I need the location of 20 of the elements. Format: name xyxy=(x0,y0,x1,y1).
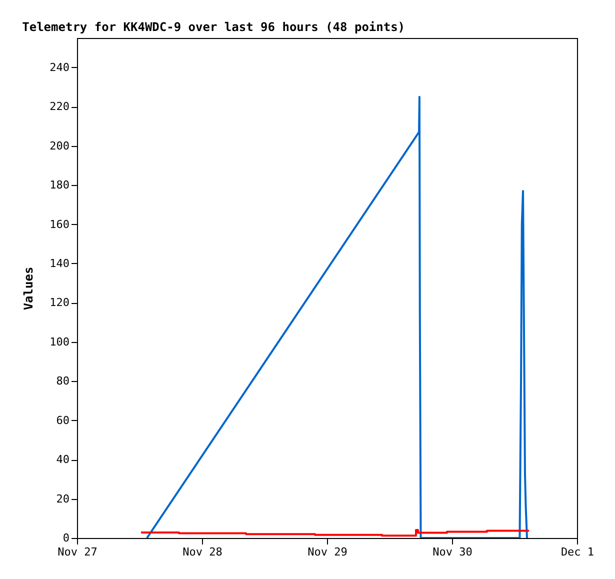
y-tick-label: 60 xyxy=(56,414,70,427)
x-tick-label: Nov 27 xyxy=(58,546,98,558)
y-tick-label: 0 xyxy=(62,532,70,544)
x-tick-label: Nov 29 xyxy=(308,546,348,558)
y-tick-label: 140 xyxy=(50,256,70,270)
y-tick-label: 160 xyxy=(50,218,70,231)
y-tick-label: 80 xyxy=(56,374,70,388)
x-tick-label: Nov 28 xyxy=(182,546,222,558)
y-tick-label: 100 xyxy=(50,335,70,348)
y-tick-label: 240 xyxy=(50,60,70,74)
y-tick-label: 200 xyxy=(50,139,70,152)
y-axis-title: Values xyxy=(22,266,36,310)
y-tick-label: 120 xyxy=(50,296,70,310)
x-tick-label: Dec 1 xyxy=(560,546,594,558)
y-tick-label: 20 xyxy=(56,492,70,506)
y-tick-label: 180 xyxy=(50,178,70,192)
y-tick-label: 220 xyxy=(50,100,70,114)
x-tick-label: Nov 30 xyxy=(432,546,472,558)
chart-title: Telemetry for KK4WDC-9 over last 96 hours (48 points) xyxy=(22,20,406,34)
y-tick-label: 40 xyxy=(56,453,70,466)
